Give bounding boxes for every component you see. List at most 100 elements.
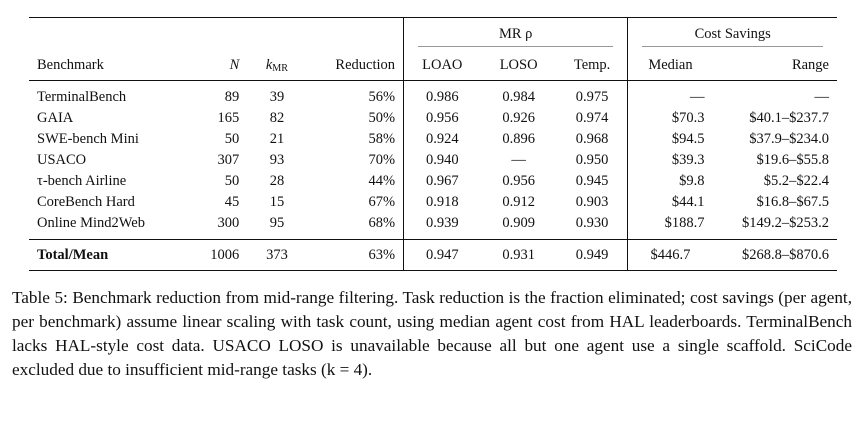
header-rule [29,80,837,81]
cell-loso: 0.896 [502,131,535,147]
table-row: CoreBench Hard 45 15 67% 0.918 0.912 0.903 $44.… [29,192,837,213]
cell-reduction: 70% [368,152,396,168]
cell-loao: 0.967 [425,173,459,189]
cell-temp: 0.950 [575,152,609,168]
cell-loso: 0.909 [502,215,535,231]
cell-loao: 0.918 [425,194,459,210]
total-kmr: 373 [266,246,288,263]
caption-text: Table 5: Benchmark reduction from mid-ra… [12,288,852,379]
cell-range: $16.8–$67.5 [756,194,830,210]
cell-benchmark: Online Mind2Web [37,215,145,231]
cell-range: $19.6–$55.8 [756,152,830,168]
cell-kmr: 21 [269,131,285,147]
total-benchmark: Total/Mean [37,246,109,263]
table-row: Online Mind2Web 300 95 68% 0.939 0.909 0.930 $1… [29,213,837,240]
column-header-row: Benchmark N kMR Reduction LOAO LOSO Temp… [29,50,837,81]
group-header-row: MR ρ Cost Savings [29,18,837,50]
cell-kmr: 93 [269,152,285,168]
table-caption: Table 5: Benchmark reduction from mid-ra… [12,286,852,382]
cell-kmr: 82 [269,110,285,126]
table-body: TerminalBench 89 39 56% 0.986 0.984 0.975— — GAI… [29,81,837,240]
cell-median: $70.3 [627,108,713,129]
cell-loso: 0.926 [502,110,535,126]
cell-reduction: 67% [368,194,396,210]
cell-range: $40.1–$237.7 [749,110,829,126]
mr-rho-group-header: MR ρ [404,18,628,50]
cell-temp: 0.930 [575,215,609,231]
cell-median: — [627,81,713,108]
cell-loso: — [511,152,526,168]
cell-n: 307 [217,152,240,168]
total-loao: 0.947 [425,246,459,263]
cell-kmr: 15 [269,194,285,210]
cell-benchmark: GAIA [37,110,74,126]
cell-loao: 0.986 [425,89,459,105]
cell-temp: 0.974 [575,110,609,126]
table-row: USACO 307 93 70% 0.940 — 0.950 $39.3 $19.6–$55.8 [29,150,837,171]
cell-median: $94.5 [627,129,713,150]
col-range: Range [791,56,829,73]
cell-median: $44.1 [627,192,713,213]
col-kmr: kMR [265,56,289,74]
benchmark-reduction-table: MR ρ Cost Savings Benchmark N kMR Reduct… [29,17,837,271]
cell-range: $37.9–$234.0 [749,131,829,147]
col-benchmark: Benchmark [37,56,104,73]
col-temp: Temp. [573,56,611,73]
cell-loso: 0.984 [502,89,535,105]
cell-reduction: 44% [368,173,396,189]
cell-loao: 0.956 [425,110,459,126]
cost-savings-group-header: Cost Savings [627,18,837,50]
col-median: Median [627,50,713,81]
col-n: N [229,56,240,73]
table-row: TerminalBench 89 39 56% 0.986 0.984 0.975 — — [29,81,837,108]
cell-reduction: 50% [368,110,396,126]
cell-benchmark: USACO [37,152,87,168]
cell-range: $149.2–$253.2 [742,215,829,231]
cell-range: — [814,89,830,105]
table-row: SWE-bench Mini 50 21 58% 0.924 0.896 0.968 $94.… [29,129,837,150]
cell-benchmark: SWE-bench Mini [37,131,139,147]
cell-kmr: 39 [269,89,285,105]
total-range: $268.8–$870.6 [742,246,829,263]
cell-n: 165 [217,110,240,126]
cell-range: $5.2–$22.4 [763,173,829,189]
cell-n: 89 [224,89,240,105]
total-row: Total/Mean 1006 373 63% 0.947 0.931 0.94… [29,240,837,271]
cell-reduction: 58% [368,131,396,147]
total-temp: 0.949 [575,246,609,263]
cell-temp: 0.975 [575,89,609,105]
cell-loao: 0.924 [425,131,459,147]
cell-reduction: 68% [368,215,396,231]
results-table-container: MR ρ Cost Savings Benchmark N kMR Reduct… [29,17,837,271]
cell-median: $9.8 [627,171,713,192]
cell-loso: 0.956 [502,173,535,189]
total-loso: 0.931 [502,246,535,263]
table-row: GAIA 165 82 50% 0.956 0.926 0.974 $70.3 $40.1–$2… [29,108,837,129]
cell-benchmark: τ-bench Airline [37,173,127,189]
cell-n: 45 [224,194,240,210]
cell-reduction: 56% [368,89,396,105]
total-rule [29,239,837,240]
total-reduction: 63% [368,246,396,263]
table-row: τ-bench Airline 50 28 44% 0.967 0.956 0.945 $9.… [29,171,837,192]
cell-n: 50 [224,173,240,189]
cell-temp: 0.945 [575,173,609,189]
col-reduction: Reduction [335,56,396,73]
cell-benchmark: CoreBench Hard [37,194,135,210]
cell-temp: 0.968 [575,131,609,147]
bottom-rule [29,270,837,271]
cell-kmr: 95 [269,215,285,231]
cell-temp: 0.903 [575,194,609,210]
cell-loao: 0.939 [425,215,459,231]
col-loso: LOSO [499,56,538,73]
top-rule [29,17,837,18]
cell-median: $39.3 [627,150,713,171]
cell-loso: 0.912 [502,194,535,210]
cell-n: 300 [217,215,240,231]
cell-median: $188.7 [627,213,713,240]
cell-kmr: 28 [269,173,285,189]
cell-loao: 0.940 [425,152,459,168]
total-median: $446.7 [627,240,713,271]
total-n: 1006 [210,246,240,263]
cell-benchmark: TerminalBench [37,89,127,105]
